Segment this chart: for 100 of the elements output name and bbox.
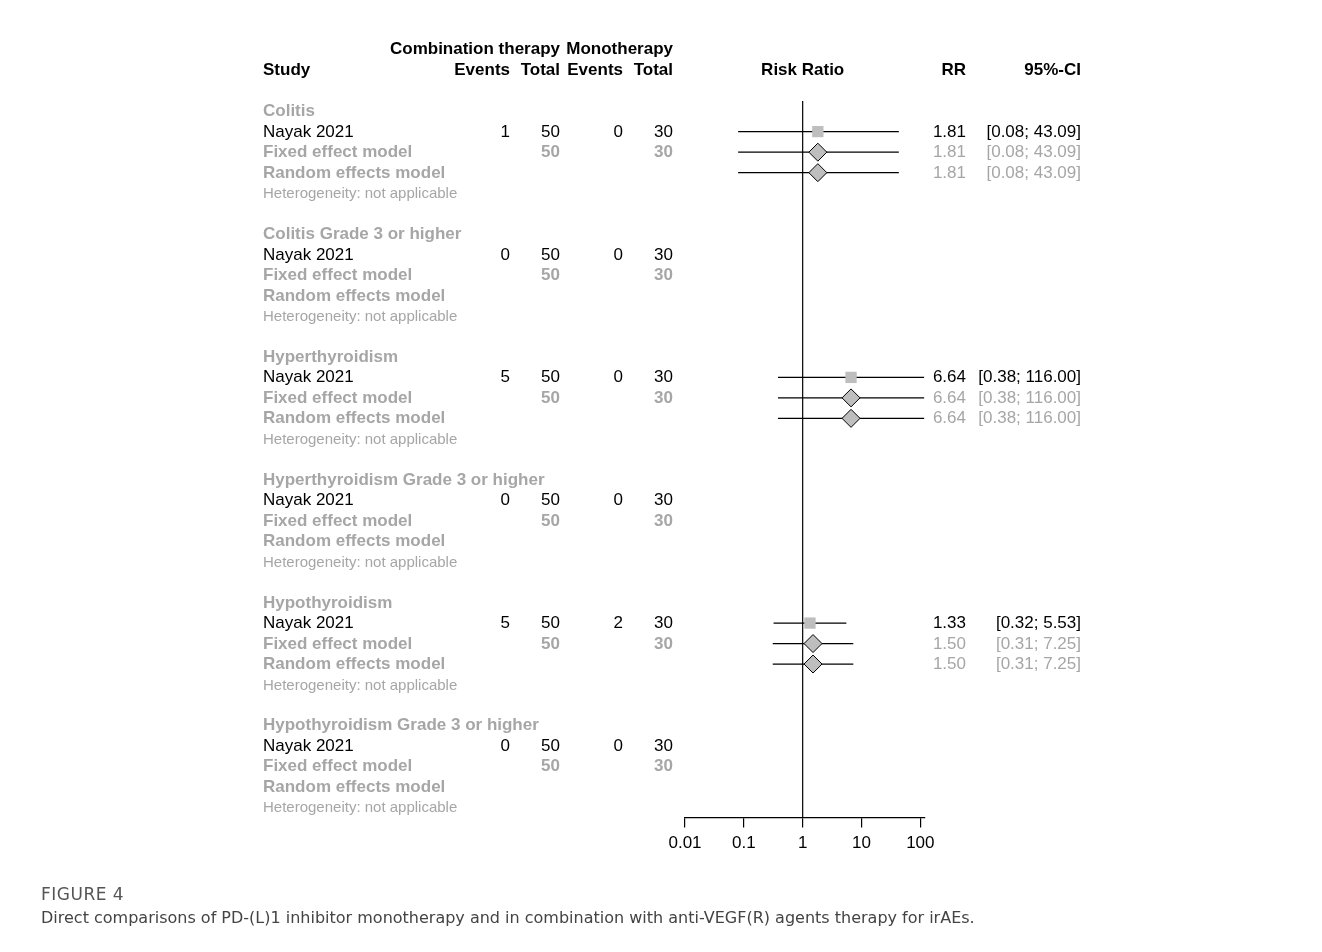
- category-label: Random effects model: [263, 285, 446, 306]
- data-label: 30: [654, 142, 673, 163]
- category-label: Nayak 2021: [263, 613, 354, 634]
- category-label: Nayak 2021: [263, 735, 354, 756]
- data-label: 1.50: [932, 654, 966, 675]
- data-label: 30: [654, 244, 673, 265]
- data-label: 50: [541, 510, 560, 531]
- category-label: Random effects model: [263, 654, 446, 675]
- data-label: 1.81: [932, 121, 966, 142]
- data-label: [0.08; 43.09]: [986, 121, 1081, 142]
- text: 95%-CI: [1024, 60, 1081, 80]
- category-label: Fixed effect model: [263, 265, 413, 286]
- data-label: 50: [541, 265, 560, 286]
- data-label: 6.64: [932, 387, 966, 408]
- text: RR: [941, 60, 966, 80]
- category-label: Fixed effect model: [263, 387, 413, 408]
- category-label: Nayak 2021: [263, 367, 354, 388]
- category-label: Heterogeneity: not applicable: [263, 674, 458, 695]
- data-label: 50: [541, 142, 560, 163]
- category-label: Colitis Grade 3 or higher: [263, 224, 462, 245]
- x-tick-label: 100: [906, 833, 935, 853]
- data-label: 0: [500, 490, 510, 511]
- data-label: 0: [500, 244, 510, 265]
- data-label: 2: [613, 613, 623, 634]
- text: Total: [633, 60, 673, 80]
- text: Combination therapy: [389, 39, 560, 59]
- category-label: Random effects model: [263, 408, 446, 429]
- data-label: 30: [654, 367, 673, 388]
- category-label: Heterogeneity: not applicable: [263, 305, 458, 326]
- data-label: 50: [541, 633, 560, 654]
- data-label: 50: [541, 490, 560, 511]
- data-label: 50: [541, 613, 560, 634]
- text: Monotherapy: [566, 39, 673, 59]
- data-label: 30: [654, 510, 673, 531]
- text: Study: [263, 60, 311, 80]
- data-label: 50: [541, 387, 560, 408]
- data-label: 30: [654, 756, 673, 777]
- category-label: Heterogeneity: not applicable: [263, 428, 458, 449]
- data-label: 0: [613, 244, 623, 265]
- category-label: Nayak 2021: [263, 490, 354, 511]
- category-label: Nayak 2021: [263, 244, 354, 265]
- data-label: [0.31; 7.25]: [995, 654, 1081, 675]
- category-label: Hypothyroidism: [263, 592, 393, 613]
- data-label: 1.81: [932, 162, 966, 183]
- category-label: Fixed effect model: [263, 510, 413, 531]
- category-label: Colitis: [263, 101, 315, 122]
- data-label: 1: [500, 121, 510, 142]
- category-label: Fixed effect model: [263, 142, 413, 163]
- data-label: [0.32; 5.53]: [995, 613, 1081, 634]
- data-label: 30: [654, 490, 673, 511]
- category-label: Random effects model: [263, 776, 446, 797]
- text: Events: [454, 60, 510, 80]
- data-label: 0: [613, 735, 623, 756]
- data-label: 30: [654, 735, 673, 756]
- category-label: Random effects model: [263, 531, 446, 552]
- chart-title: Risk Ratio: [761, 59, 845, 79]
- data-label: 1.50: [932, 633, 966, 654]
- text: Events: [567, 60, 623, 80]
- data-label: [0.38; 116.00]: [978, 387, 1081, 408]
- x-tick-label: 0.01: [668, 833, 702, 853]
- category-label: Heterogeneity: not applicable: [263, 797, 458, 818]
- data-label: 6.64: [932, 367, 966, 388]
- category-label: Hyperthyroidism: [263, 346, 399, 367]
- data-label: 0: [500, 735, 510, 756]
- data-label: 30: [654, 265, 673, 286]
- category-label: Heterogeneity: not applicable: [263, 183, 458, 204]
- data-label: 6.64: [932, 408, 966, 429]
- data-label: 30: [654, 633, 673, 654]
- x-tick-label: 10: [852, 833, 871, 853]
- data-label: [0.31; 7.25]: [995, 633, 1081, 654]
- data-label: 0: [613, 121, 623, 142]
- data-label: 30: [654, 613, 673, 634]
- category-label: Hypothyroidism Grade 3 or higher: [263, 715, 539, 736]
- data-label: [0.08; 43.09]: [986, 142, 1081, 163]
- data-label: 50: [541, 367, 560, 388]
- data-label: 0: [613, 367, 623, 388]
- data-label: 50: [541, 121, 560, 142]
- category-label: Heterogeneity: not applicable: [263, 551, 458, 572]
- x-tick-label: 0.1: [732, 833, 756, 853]
- x-tick-label: 1: [797, 833, 808, 853]
- data-label: 50: [541, 244, 560, 265]
- data-label: 5: [500, 367, 510, 388]
- data-label: 5: [500, 613, 510, 634]
- category-label: Hyperthyroidism Grade 3 or higher: [263, 469, 545, 490]
- caption: FIGURE 4: [41, 884, 125, 904]
- data-label: 0: [613, 490, 623, 511]
- data-label: [0.08; 43.09]: [986, 162, 1081, 183]
- text: Direct comparisons of PD-(L)1 inhibitor monotherapy and in combination with anti-VEGF(R) agents therapy for irAEs.: [41, 908, 975, 927]
- data-label: 1.33: [932, 613, 966, 634]
- data-label: 1.81: [932, 142, 966, 163]
- data-label: [0.38; 116.00]: [978, 408, 1081, 429]
- category-label: Nayak 2021: [263, 121, 354, 142]
- category-label: Fixed effect model: [263, 756, 413, 777]
- data-label: 50: [541, 735, 560, 756]
- data-label: 30: [654, 387, 673, 408]
- category-label: Random effects model: [263, 162, 446, 183]
- text: Total: [520, 60, 560, 80]
- data-label: [0.38; 116.00]: [978, 367, 1081, 388]
- category-label: Fixed effect model: [263, 633, 413, 654]
- data-label: 30: [654, 121, 673, 142]
